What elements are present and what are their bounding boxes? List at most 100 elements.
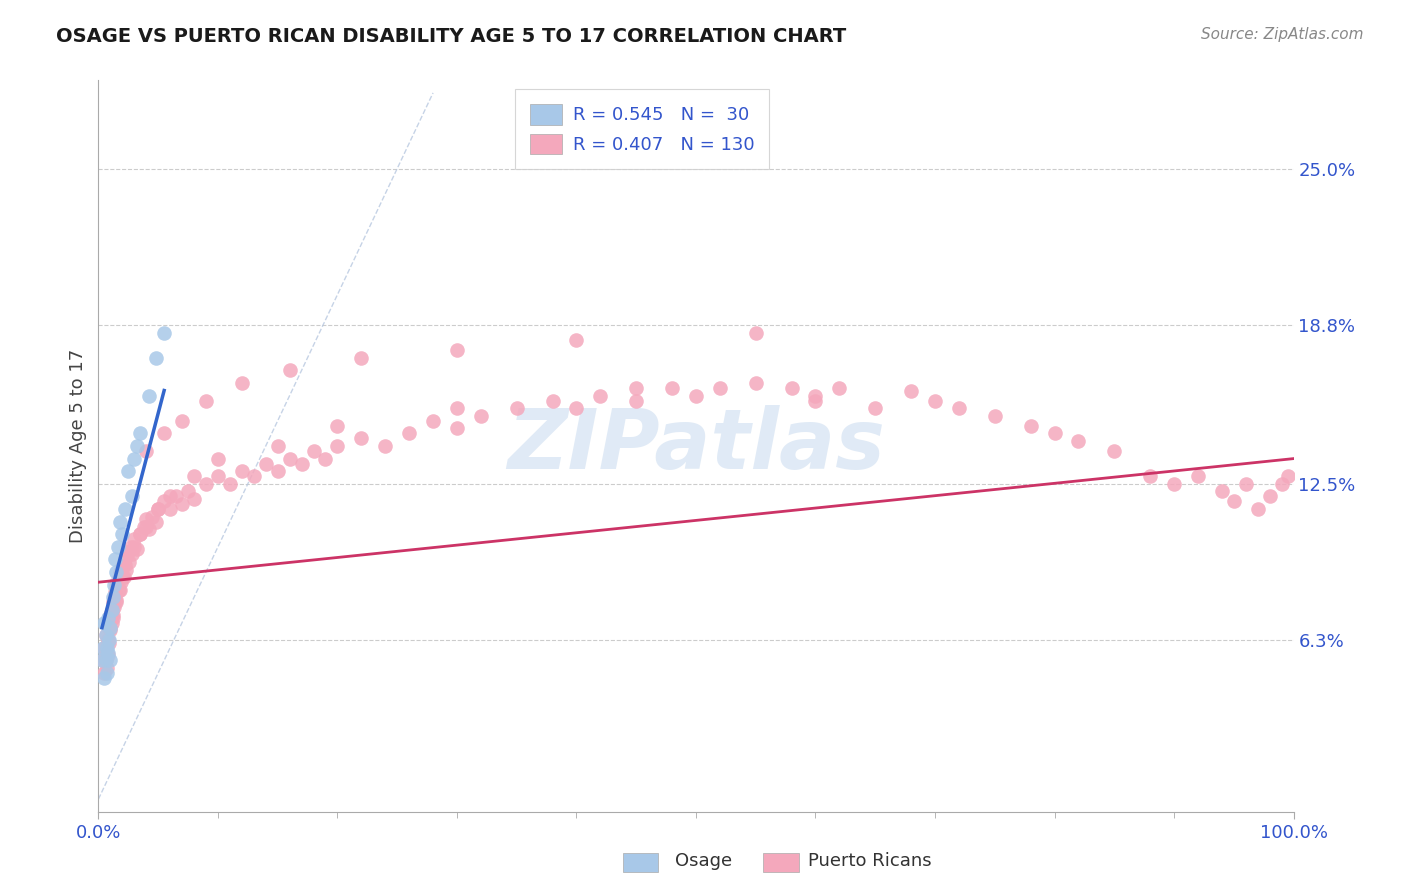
Point <box>98 621 121 635</box>
Point <box>135 444 157 458</box>
Point <box>117 464 139 478</box>
Point <box>326 418 349 433</box>
Point <box>709 381 731 395</box>
Point <box>506 401 529 416</box>
Point <box>828 381 851 395</box>
Point <box>120 540 142 554</box>
Text: OSAGE VS PUERTO RICAN DISABILITY AGE 5 TO 17 CORRELATION CHART: OSAGE VS PUERTO RICAN DISABILITY AGE 5 T… <box>56 27 846 45</box>
Point <box>98 636 121 650</box>
Point <box>183 469 205 483</box>
Point <box>104 552 127 566</box>
Point <box>97 610 120 624</box>
Point <box>114 552 136 566</box>
Point <box>97 648 120 663</box>
Point <box>96 640 118 655</box>
Point <box>98 653 122 667</box>
Point <box>172 414 194 428</box>
Point <box>91 653 114 667</box>
Point <box>96 646 118 660</box>
Point <box>121 490 143 504</box>
Point <box>107 582 129 597</box>
Point <box>254 457 277 471</box>
Point <box>98 621 122 635</box>
Point <box>219 476 242 491</box>
Point <box>661 381 683 395</box>
Point <box>124 451 146 466</box>
Point <box>145 351 167 365</box>
Point <box>97 646 120 660</box>
Point <box>1271 476 1294 491</box>
Point <box>159 502 181 516</box>
Point <box>96 661 118 675</box>
Point <box>326 439 349 453</box>
Point <box>626 381 648 395</box>
Point <box>101 610 124 624</box>
Point <box>105 595 128 609</box>
Point <box>125 542 148 557</box>
Point <box>94 628 117 642</box>
Point <box>93 665 115 680</box>
Point <box>315 451 337 466</box>
Legend: R = 0.545   N =  30, R = 0.407   N = 130: R = 0.545 N = 30, R = 0.407 N = 130 <box>515 89 769 169</box>
Point <box>1019 418 1042 433</box>
Point <box>446 401 468 416</box>
Point <box>745 326 768 340</box>
Text: Puerto Ricans: Puerto Ricans <box>808 852 932 870</box>
Point <box>100 603 122 617</box>
Point <box>195 476 218 491</box>
Point <box>118 555 141 569</box>
Point <box>278 451 301 466</box>
Point <box>107 540 129 554</box>
Point <box>685 388 707 402</box>
Point <box>105 578 128 592</box>
Point <box>115 563 138 577</box>
Point <box>243 469 266 483</box>
Point <box>231 376 253 390</box>
Point <box>1277 469 1299 483</box>
Point <box>125 439 148 453</box>
Text: Source: ZipAtlas.com: Source: ZipAtlas.com <box>1201 27 1364 42</box>
Point <box>1234 476 1257 491</box>
Point <box>101 591 124 605</box>
Point <box>103 600 125 615</box>
Point <box>374 439 396 453</box>
Point <box>267 464 290 478</box>
Point <box>97 633 120 648</box>
Point <box>117 545 139 559</box>
Point <box>172 497 194 511</box>
Point <box>207 451 229 466</box>
Point <box>91 640 114 655</box>
Point <box>93 640 115 655</box>
Point <box>446 343 468 358</box>
Point <box>291 457 314 471</box>
Point <box>135 519 157 533</box>
Point <box>145 515 167 529</box>
Point <box>100 603 122 617</box>
Text: ZIPatlas: ZIPatlas <box>508 406 884 486</box>
Point <box>153 426 176 441</box>
Point <box>231 464 253 478</box>
Point <box>153 326 176 340</box>
Point <box>111 570 134 584</box>
Point <box>183 491 205 506</box>
Point <box>1104 444 1126 458</box>
Point <box>1139 469 1161 483</box>
Point <box>98 633 121 648</box>
Point <box>101 607 124 622</box>
Point <box>93 615 115 630</box>
Point <box>98 623 122 637</box>
Point <box>103 591 125 605</box>
Point <box>207 469 229 483</box>
Point <box>141 509 163 524</box>
Point <box>148 502 170 516</box>
Point <box>278 363 301 377</box>
Point <box>745 376 768 390</box>
Point <box>948 401 970 416</box>
Point <box>138 388 160 402</box>
Point <box>114 558 136 572</box>
Point <box>135 512 157 526</box>
Point <box>103 578 125 592</box>
Point <box>804 393 827 408</box>
Point <box>350 432 373 446</box>
Point <box>565 401 588 416</box>
